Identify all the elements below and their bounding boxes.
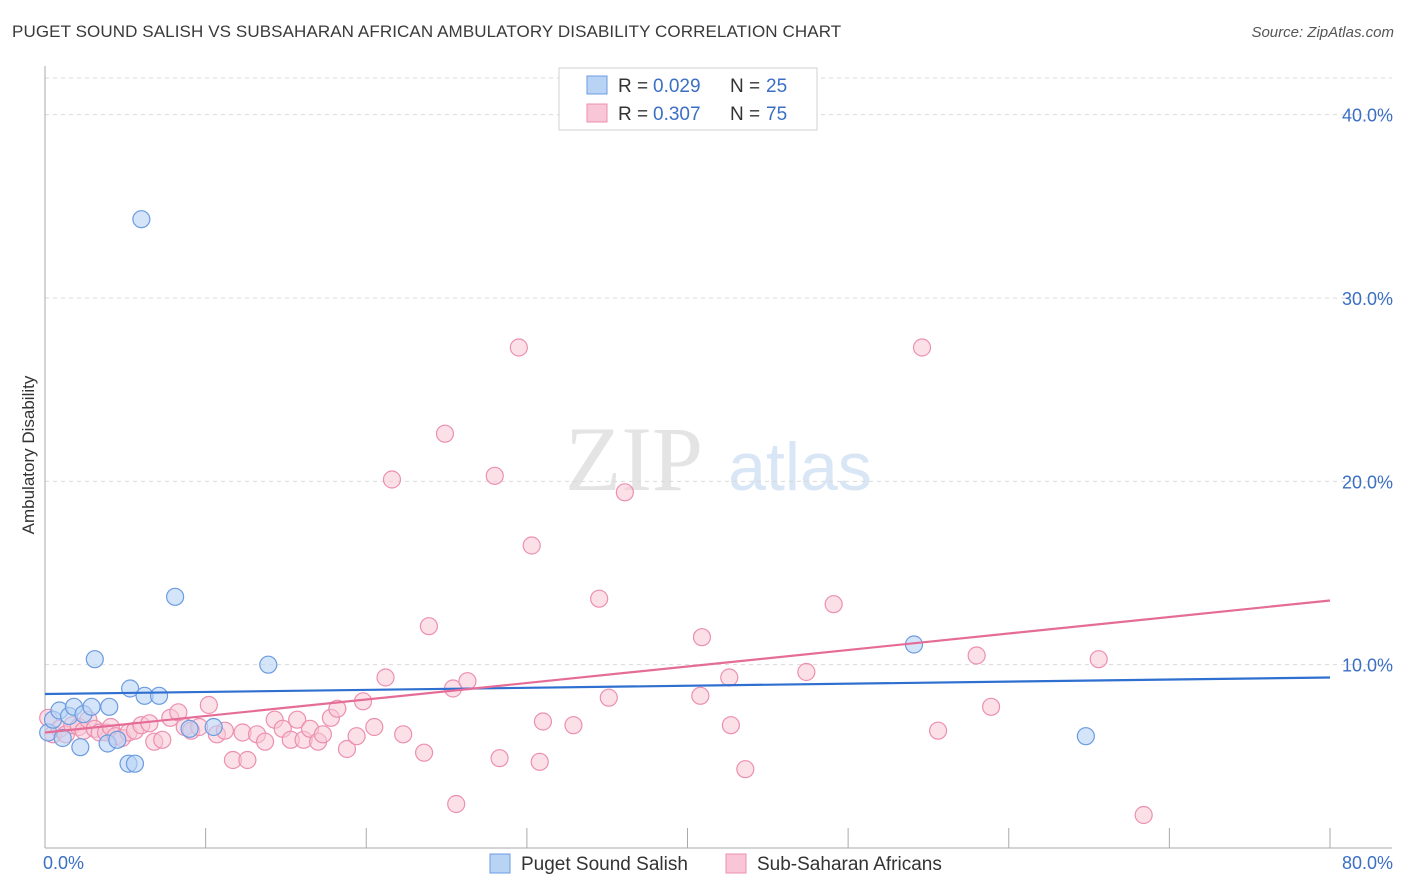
grid-lines: [45, 77, 1392, 666]
legend-n-value-2: 75: [766, 104, 787, 125]
point-puget-sound-salish-9: [85, 650, 104, 669]
legend-swatch-blue: [586, 75, 608, 95]
bottom-legend-swatch-pink: [725, 853, 747, 874]
point-sub-saharan-africans-59: [522, 536, 541, 555]
point-sub-saharan-africans-30: [238, 750, 257, 770]
bottom-legend-label-1: Puget Sound Salish: [521, 854, 688, 875]
point-puget-sound-salish-8: [82, 697, 101, 716]
point-sub-saharan-africans-50: [414, 743, 434, 762]
point-sub-saharan-africans-60: [530, 752, 549, 771]
trend-lines: [44, 599, 1331, 734]
legend-r-value-2: 0.307: [653, 104, 701, 125]
point-sub-saharan-africans-67: [692, 628, 712, 647]
legend-n-label-1: N =: [730, 76, 760, 97]
point-puget-sound-salish-16: [132, 210, 151, 229]
point-sub-saharan-africans-71: [797, 662, 816, 682]
point-sub-saharan-africans-65: [615, 483, 634, 502]
legend-r-label-1: R =: [618, 76, 648, 97]
legend-swatch-pink: [586, 103, 608, 123]
point-sub-saharan-africans-48: [382, 470, 402, 489]
point-sub-saharan-africans-32: [255, 732, 275, 751]
point-sub-saharan-africans-77: [1089, 650, 1108, 669]
point-puget-sound-salish-24: [1076, 727, 1095, 746]
point-sub-saharan-africans-51: [419, 617, 438, 636]
point-sub-saharan-africans-75: [967, 646, 986, 665]
point-puget-sound-salish-3: [53, 728, 72, 748]
point-sub-saharan-africans-44: [347, 727, 366, 746]
legend-n-value-1: 25: [766, 76, 787, 97]
trendline-sub-saharan-africans: [44, 599, 1331, 734]
trendline-puget-sound-salish: [44, 676, 1331, 696]
point-puget-sound-salish-21: [204, 717, 223, 737]
point-sub-saharan-africans-72: [824, 595, 843, 614]
y-tick-label-20: 20.0%: [1342, 472, 1393, 492]
x-tick-label-80: 80.0%: [1342, 853, 1393, 873]
point-sub-saharan-africans-54: [447, 794, 466, 814]
point-sub-saharan-africans-62: [564, 716, 583, 735]
point-sub-saharan-africans-74: [928, 721, 948, 740]
y-axis-label: Ambulatory Disability: [19, 375, 38, 534]
point-sub-saharan-africans-46: [365, 717, 384, 737]
point-sub-saharan-africans-40: [313, 725, 332, 744]
point-puget-sound-salish-18: [149, 686, 169, 705]
point-sub-saharan-africans-73: [912, 338, 932, 357]
legend-r-value-1: 0.029: [653, 76, 701, 97]
chart-title: PUGET SOUND SALISH VS SUBSAHARAN AFRICAN…: [12, 22, 842, 41]
point-sub-saharan-africans-76: [981, 697, 1001, 716]
y-tick-label-30: 30.0%: [1342, 289, 1393, 309]
point-sub-saharan-africans-19: [153, 730, 172, 749]
bottom-legend-label-2: Sub-Saharan Africans: [757, 854, 942, 875]
y-tick-label-10: 10.0%: [1342, 656, 1393, 676]
point-puget-sound-salish-12: [108, 730, 127, 749]
point-sub-saharan-africans-56: [485, 466, 504, 485]
point-sub-saharan-africans-69: [721, 716, 740, 735]
point-sub-saharan-africans-25: [199, 695, 218, 715]
point-puget-sound-salish-22: [259, 655, 278, 674]
point-sub-saharan-africans-66: [691, 686, 710, 705]
legend-n-label-2: N =: [730, 104, 760, 125]
point-sub-saharan-africans-78: [1134, 805, 1153, 825]
series-sub-saharan-africans: [39, 338, 1153, 825]
correlation-legend: R = 0.029 N = 25 R = 0.307 N = 75: [558, 67, 818, 131]
point-sub-saharan-africans-36: [288, 710, 307, 729]
point-sub-saharan-africans-58: [509, 338, 528, 357]
bottom-legend-swatch-blue: [489, 853, 511, 874]
point-sub-saharan-africans-42: [328, 699, 347, 718]
point-sub-saharan-africans-63: [590, 589, 609, 608]
point-sub-saharan-africans-61: [533, 712, 553, 731]
point-sub-saharan-africans-43: [337, 739, 357, 759]
x-tick-label-0: 0.0%: [43, 853, 84, 873]
point-puget-sound-salish-6: [71, 738, 90, 757]
point-sub-saharan-africans-47: [376, 668, 395, 687]
point-puget-sound-salish-20: [180, 719, 199, 738]
point-sub-saharan-africans-70: [736, 760, 755, 779]
watermark-zip: ZIP: [565, 408, 703, 510]
watermark-atlas: atlas: [728, 429, 872, 505]
point-sub-saharan-africans-55: [458, 672, 477, 691]
point-puget-sound-salish-19: [166, 587, 185, 606]
point-sub-saharan-africans-64: [599, 688, 618, 707]
tick-labels: 10.0% 20.0% 30.0% 40.0% 0.0% 80.0%: [43, 106, 1393, 873]
point-sub-saharan-africans-57: [490, 749, 509, 768]
source-credit: Source: ZipAtlas.com: [1251, 24, 1394, 41]
point-sub-saharan-africans-52: [435, 424, 455, 443]
point-sub-saharan-africans-49: [394, 725, 413, 744]
series-legend: Puget Sound Salish Sub-Saharan Africans: [489, 853, 942, 875]
point-puget-sound-salish-15: [125, 754, 145, 773]
point-sub-saharan-africans-68: [720, 668, 739, 687]
point-puget-sound-salish-10: [100, 697, 119, 716]
legend-r-label-2: R =: [618, 104, 648, 125]
y-tick-label-40: 40.0%: [1342, 106, 1393, 126]
